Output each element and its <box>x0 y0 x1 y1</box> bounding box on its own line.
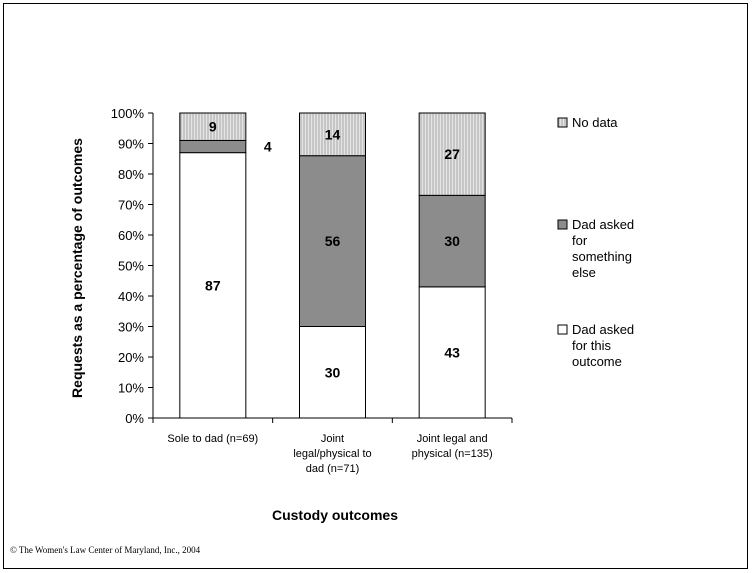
y-tick-label: 60% <box>118 228 144 243</box>
bar-segment <box>179 152 247 419</box>
y-tick-label: 80% <box>118 167 144 182</box>
y-tick-label: 10% <box>118 381 144 396</box>
y-tick-label: 20% <box>118 350 144 365</box>
data-label: 14 <box>325 126 341 142</box>
legend-swatch <box>557 117 568 128</box>
x-category-label: Sole to dad (n=69) <box>167 433 258 445</box>
x-category-label: Joint legal and physical (n=135) <box>412 433 493 460</box>
bar-segment <box>299 155 366 327</box>
data-label: 27 <box>444 146 460 162</box>
bar-segment <box>179 139 247 154</box>
data-label: 9 <box>209 119 217 135</box>
chart-frame <box>3 3 748 569</box>
bar-segment <box>418 194 486 288</box>
bar-segment <box>418 112 486 196</box>
data-label: 87 <box>205 277 221 293</box>
legend-swatch <box>557 219 568 230</box>
y-tick-label: 100% <box>111 106 145 121</box>
x-category-label: Joint legal/physical to dad (n=71) <box>293 433 371 475</box>
legend-swatch <box>557 324 568 335</box>
x-axis-title: Custody outcomes <box>272 507 398 523</box>
y-tick-label: 70% <box>118 198 144 213</box>
y-tick-label: 30% <box>118 320 144 335</box>
data-label: 56 <box>325 233 341 249</box>
legend-label: Dad asked for something else <box>572 217 634 280</box>
y-tick-label: 0% <box>125 411 144 426</box>
y-axis-title: Requests as a percentage of outcomes <box>69 138 85 398</box>
legend-label: Dad asked for this outcome <box>572 322 634 369</box>
y-tick-label: 40% <box>118 289 144 304</box>
legend-label: No data <box>572 115 618 130</box>
data-label: 4 <box>264 139 272 155</box>
data-label: 30 <box>325 364 341 380</box>
bar-segment <box>418 286 486 419</box>
data-label: 30 <box>444 233 460 249</box>
copyright-notice: © The Women's Law Center of Maryland, In… <box>10 545 201 555</box>
data-label: 43 <box>444 344 460 360</box>
y-tick-label: 90% <box>118 137 144 152</box>
bar-segment <box>299 326 366 419</box>
bar-segment <box>179 112 247 141</box>
y-tick-label: 50% <box>118 259 144 274</box>
bar-segment <box>299 112 366 157</box>
